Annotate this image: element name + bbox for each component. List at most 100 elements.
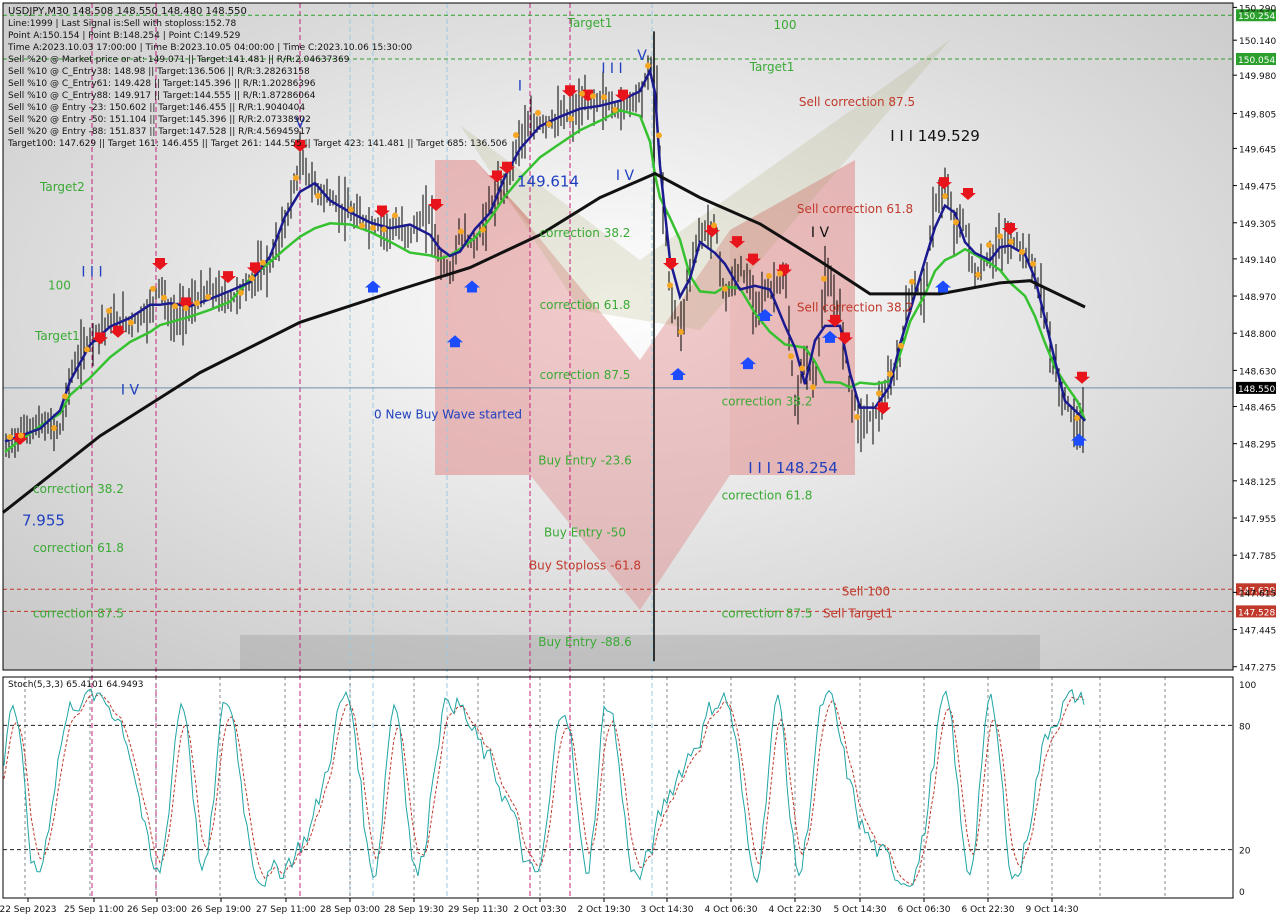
sell-arrow: [1074, 371, 1090, 384]
signal-dot: [997, 233, 1003, 240]
sell-arrow: [12, 432, 28, 445]
signal-dot: [359, 222, 365, 229]
signal-dot: [876, 390, 882, 397]
wave-label: I V: [811, 225, 830, 241]
annotation-label: correction 38.2: [540, 226, 631, 240]
wave-label: I: [518, 78, 522, 94]
signal-dot: [766, 272, 772, 279]
signal-dot: [601, 94, 607, 101]
annotation-label: correction 87.5: [540, 368, 631, 382]
signal-dot: [161, 294, 167, 301]
sell-arrow: [247, 262, 263, 275]
signal-dot: [51, 425, 57, 432]
target-tag-label-1: 150.054: [1238, 56, 1275, 66]
sell-arrow: [1002, 222, 1018, 235]
sell-arrow: [562, 85, 578, 98]
stoch-label: Stoch(5,3,3) 65.4101 64.9493: [8, 680, 143, 690]
time-label: 26 Sep 03:00: [127, 905, 187, 915]
time-label: 3 Oct 14:30: [641, 905, 694, 915]
info-line: Sell %10 @ Entry -23: 150.602 || Target:…: [8, 103, 305, 113]
signal-dot: [7, 434, 13, 441]
target-tag-1: [1236, 52, 1276, 65]
signal-dot: [1074, 415, 1080, 422]
signal-dot: [810, 384, 816, 391]
sell-arrow: [220, 271, 236, 284]
price-tick-label: 147.275: [1239, 664, 1276, 674]
sell-arrow: [428, 198, 444, 211]
signal-dot: [513, 132, 519, 139]
price-tick-label: 149.140: [1239, 256, 1276, 266]
buy-arrow: [740, 357, 756, 370]
time-label: 27 Sep 11:00: [256, 905, 316, 915]
target-tag-label-0: 150.254: [1238, 12, 1275, 22]
price-tick-label: 148.295: [1239, 441, 1276, 451]
wave-label: I V: [121, 382, 140, 398]
price-tick-label: 147.955: [1239, 515, 1276, 525]
signal-dot: [854, 413, 860, 420]
time-label: 5 Oct 14:30: [834, 905, 887, 915]
price-tick-label: 149.980: [1239, 72, 1276, 82]
signal-dot: [260, 259, 266, 266]
price-tick-label: 148.465: [1239, 403, 1276, 413]
stoch-level-label: 100: [1239, 681, 1256, 691]
annotation-label: Buy Stoploss -61.8: [529, 558, 641, 572]
signal-dot: [535, 109, 541, 116]
time-label: 6 Oct 06:30: [898, 905, 951, 915]
signal-dot: [656, 132, 662, 139]
price-tick-label: 148.125: [1239, 478, 1276, 488]
signal-dot: [106, 307, 112, 314]
signal-dot: [348, 206, 354, 213]
stoch-main-line: [3, 688, 1085, 887]
target-tag-0: [1236, 9, 1276, 22]
sell-arrow: [704, 225, 720, 238]
annotation-label: correction 61.8: [722, 488, 813, 502]
stoch-signal-line: [3, 693, 1085, 885]
buy-arrow: [822, 330, 838, 343]
signal-dot: [370, 224, 376, 231]
stoch-level-label: 80: [1239, 722, 1251, 732]
buy-arrow: [447, 335, 463, 348]
annotation-label: correction 38.2: [722, 394, 813, 408]
time-label: 2 Oct 19:30: [578, 905, 631, 915]
buy-arrow: [365, 280, 381, 293]
info-line: Sell %20 @ Market price or at: 149.071 |…: [8, 55, 350, 65]
signal-dot: [381, 226, 387, 233]
annotation-label: correction 61.8: [33, 541, 124, 555]
price-tick-label: 150.140: [1239, 37, 1276, 47]
annotation-label: 149.614: [517, 173, 579, 191]
signal-dot: [722, 285, 728, 292]
annotation-label: 100: [48, 278, 71, 292]
wave-label: I V: [616, 168, 635, 184]
annotation-label: correction 38.2: [33, 482, 124, 496]
signal-dot: [84, 346, 90, 353]
signal-dot: [194, 300, 200, 307]
price-tick-label: 147.615: [1239, 589, 1276, 599]
time-label: 22 Sep 2023: [0, 905, 57, 915]
info-line: Time A:2023.10.03 17:00:00 | Time B:2023…: [7, 43, 412, 53]
signal-dot: [942, 193, 948, 200]
sell-arrow: [110, 325, 126, 338]
watermark-right-bar: [730, 160, 855, 475]
watermark-m-body: [475, 160, 730, 610]
time-label: 28 Sep 19:30: [384, 905, 444, 915]
price-tick-label: 149.305: [1239, 220, 1276, 230]
info-line: Sell %20 @ Entry -88: 151.837 || Target:…: [8, 127, 311, 137]
annotation-label: Buy Entry -88.6: [538, 635, 632, 649]
annotation-label: correction 87.5: [722, 607, 813, 621]
signal-dot: [898, 342, 904, 349]
price-tick-label: 149.805: [1239, 110, 1276, 120]
annotation-label: 0 New Buy Wave started: [374, 408, 522, 422]
info-line: Sell %10 @ C_Entry38: 148.98 || Target:1…: [8, 67, 310, 77]
sell-arrow: [178, 297, 194, 310]
price-tick-label: 150.290: [1239, 4, 1276, 14]
signal-dot: [62, 393, 68, 400]
signal-dot: [590, 93, 596, 100]
time-label: 2 Oct 03:30: [514, 905, 567, 915]
time-label: 25 Sep 11:00: [64, 905, 124, 915]
signal-dot: [612, 106, 618, 113]
signal-dot: [667, 282, 673, 289]
signal-dot: [392, 212, 398, 219]
signal-dot: [788, 353, 794, 360]
sell-arrow: [663, 257, 679, 270]
